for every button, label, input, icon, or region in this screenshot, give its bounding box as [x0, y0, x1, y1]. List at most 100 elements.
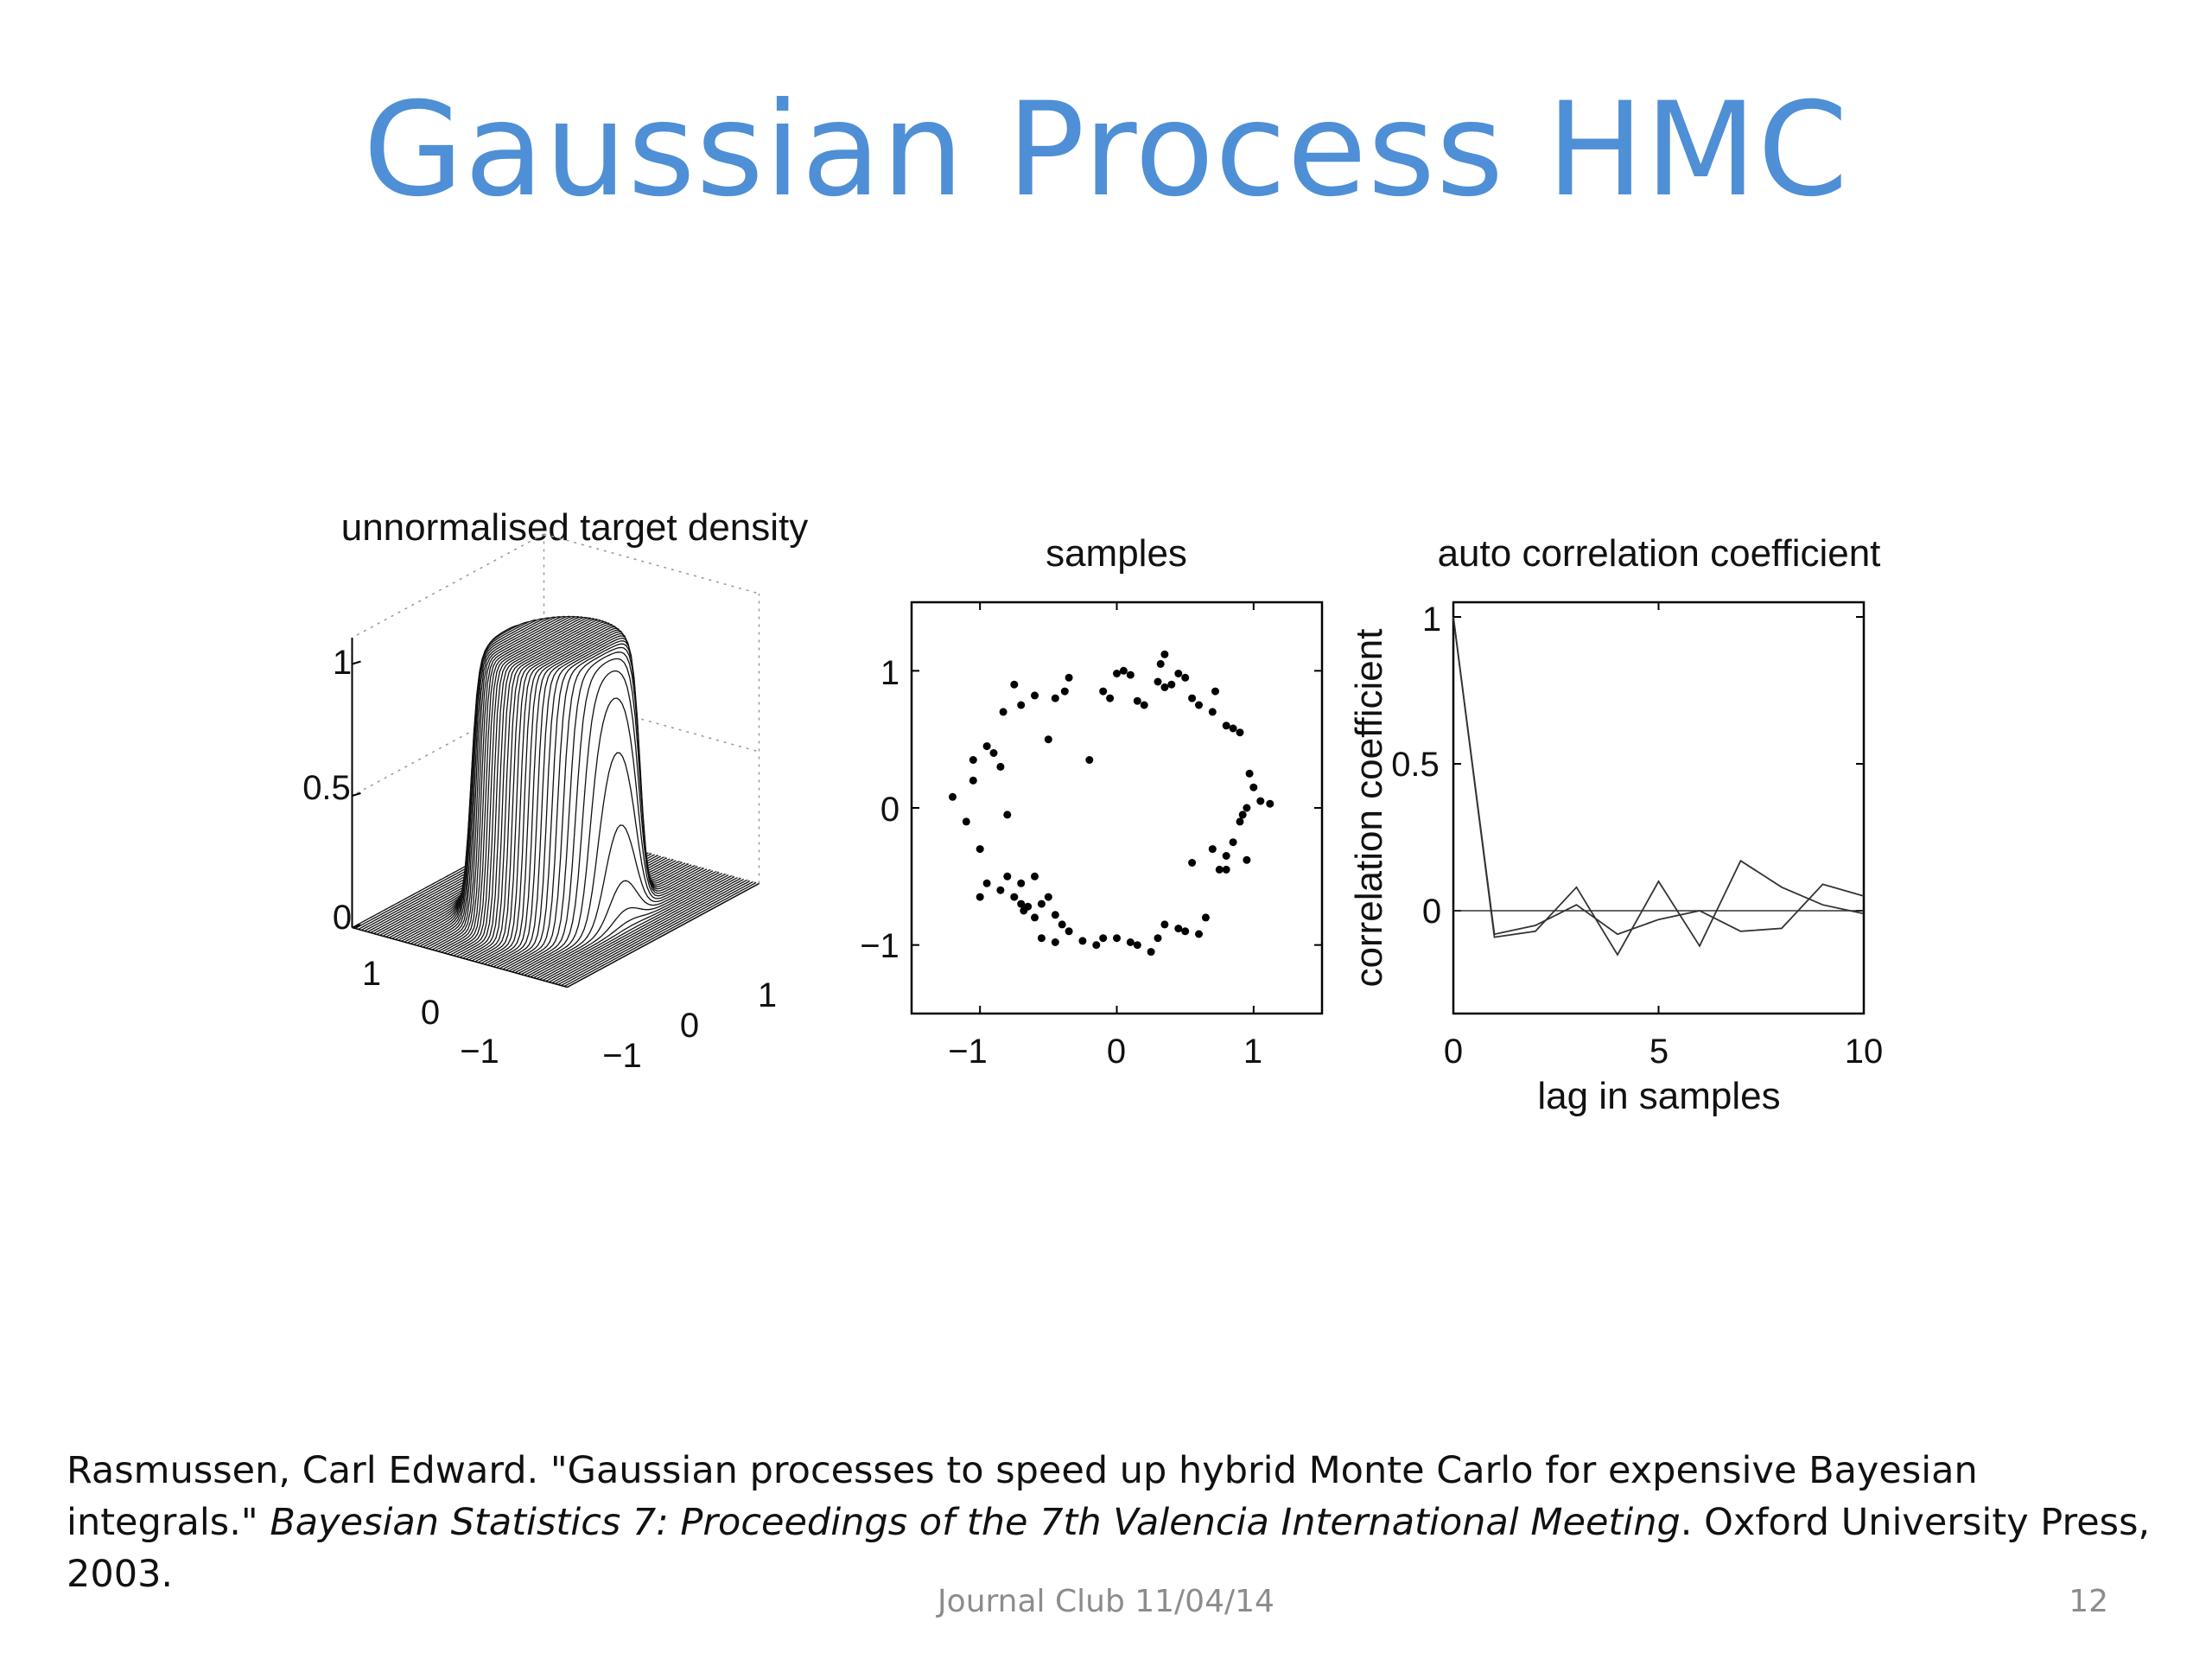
scatter-points [949, 650, 1274, 957]
acf-series-line-2 [1452, 616, 1865, 936]
page-number: 12 [2069, 1584, 2108, 1619]
surface-chart-title: unnormalised target density [341, 506, 809, 549]
scatter-point [1236, 728, 1244, 737]
scatter-point [1266, 799, 1274, 808]
scatter-point [1160, 650, 1169, 658]
surface-mesh-line [561, 880, 753, 987]
scatter-chart-title: samples [1046, 532, 1187, 575]
scatter-point [1031, 913, 1039, 922]
citation-authors-title: Rasmussen, Carl Edward. "Gaussian proces… [67, 1449, 1978, 1544]
scatter-point [1017, 879, 1026, 887]
surface-mesh-line [533, 874, 726, 979]
scatter-point [949, 792, 957, 801]
scatter-y-tick-0: 0 [880, 791, 899, 829]
scatter-point [1188, 859, 1197, 867]
surface-mesh-line [551, 879, 745, 984]
citation: Rasmussen, Carl Edward. "Gaussian proces… [67, 1445, 2158, 1600]
scatter-point [1160, 920, 1169, 929]
scatter-point [962, 817, 970, 826]
surface-x-tick-0: 0 [680, 1007, 699, 1045]
surface-mesh-line [539, 875, 732, 981]
scatter-point [1201, 913, 1210, 922]
scatter-point [1140, 701, 1148, 709]
acf-chart-title: auto correlation coefficient [1438, 532, 1881, 575]
scatter-point [1181, 927, 1190, 936]
surface-mesh-line [493, 635, 686, 968]
scatter-point [1211, 687, 1219, 696]
scatter-point [1195, 701, 1203, 709]
scatter-point [996, 762, 1005, 771]
surface-mesh-line [524, 824, 717, 976]
surface-mesh-line [545, 877, 738, 982]
surface-z-tick [352, 660, 361, 665]
autocorrelation-chart: auto correlation coefficient 1 0.5 0 0 5… [1348, 532, 1883, 1117]
scatter-point [996, 886, 1005, 894]
acf-x-axis-label: lag in samples [1537, 1075, 1780, 1117]
scatter-point [1099, 934, 1108, 943]
scatter-point [1181, 673, 1190, 682]
scatter-point [1174, 925, 1183, 933]
acf-x-tick-0: 0 [1444, 1033, 1463, 1071]
scatter-point [1238, 810, 1247, 819]
scatter-point [1003, 810, 1012, 819]
scatter-y-tick-1: 1 [880, 654, 899, 692]
scatter-point [1031, 872, 1039, 880]
scatter-point [976, 893, 984, 901]
scatter-point [1060, 687, 1069, 696]
surface-mesh-line [526, 872, 720, 977]
scatter-point [1256, 797, 1265, 805]
scatter-point [1222, 865, 1230, 874]
scatter-point [1085, 756, 1094, 764]
surface-mesh-line [496, 637, 690, 969]
footer-text: Journal Club 11/04/14 [938, 1584, 1274, 1619]
scatter-point [1031, 691, 1039, 700]
acf-x-tick-10: 10 [1845, 1033, 1884, 1071]
scatter-point [1208, 708, 1217, 716]
scatter-point [1147, 948, 1155, 957]
scatter-y-tick-neg1: −1 [860, 927, 899, 965]
acf-y-tick-1: 1 [1422, 601, 1441, 639]
scatter-point [999, 708, 1007, 716]
surface-mesh-line [536, 874, 729, 980]
surface-x-tick-1: 1 [758, 976, 777, 1014]
scatter-point [1024, 902, 1033, 911]
scatter-point [1160, 683, 1169, 691]
scatter-point [1156, 659, 1165, 668]
surface-y-tick-neg1: −1 [460, 1033, 499, 1071]
scatter-x-tick-0: 0 [1107, 1033, 1126, 1071]
scatter-point [1065, 673, 1073, 682]
scatter-point [969, 776, 977, 785]
scatter-point [1044, 735, 1052, 744]
scatter-point [1154, 677, 1162, 686]
scatter-point [1037, 934, 1046, 943]
scatter-point [1051, 938, 1059, 946]
acf-x-tick-5: 5 [1649, 1033, 1669, 1071]
surface-y-tick-0: 0 [421, 994, 440, 1032]
surface-mesh-line [508, 652, 702, 972]
scatter-point [1208, 845, 1217, 854]
surface-mesh-line [518, 697, 710, 975]
citation-publisher: . Oxford University Press, 2003. [67, 1501, 2151, 1596]
surface-mesh-line [499, 640, 692, 969]
scatter-point [1195, 930, 1203, 938]
slide-title: Gaussian Process HMC [363, 75, 1849, 226]
surface-mesh-line [530, 873, 723, 978]
scatter-x-tick-neg1: −1 [948, 1033, 988, 1071]
scatter-x-tick-1: 1 [1243, 1033, 1262, 1071]
scatter-point [982, 879, 991, 887]
surface-mesh-line [563, 881, 757, 988]
surface-y-tick-1: 1 [362, 955, 381, 993]
scatter-point [1229, 838, 1237, 847]
surface-mesh [352, 615, 760, 988]
scatter-point [1167, 680, 1176, 689]
scatter-point [1243, 804, 1251, 812]
surface-mesh-line [520, 752, 714, 976]
surface-mesh-line [554, 880, 747, 985]
scatter-point [1037, 899, 1046, 908]
acf-series-line-1 [1452, 616, 1865, 957]
scatter-point [1126, 671, 1135, 679]
scatter-point [1222, 852, 1230, 860]
scatter-point [1215, 865, 1224, 874]
acf-y-tick-0.5: 0.5 [1391, 746, 1440, 784]
scatter-point [1003, 872, 1012, 880]
